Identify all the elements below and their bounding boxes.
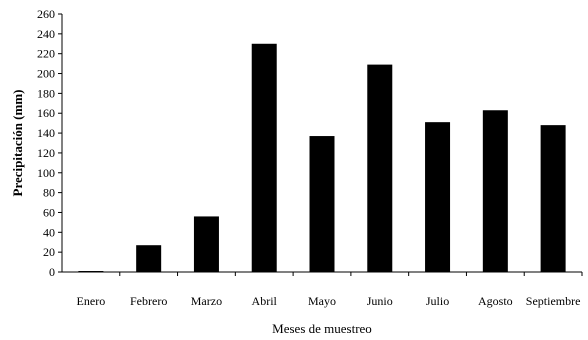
y-tick-label: 80 — [43, 186, 55, 200]
bar-junio — [367, 64, 393, 272]
x-tick-label: Septiembre — [526, 294, 581, 308]
y-tick-label: 240 — [37, 27, 55, 41]
bar-abril — [251, 43, 277, 273]
y-tick-label: 120 — [37, 146, 55, 160]
bars-group — [78, 43, 566, 273]
bar-febrero — [136, 245, 162, 272]
bar-septiembre — [540, 125, 566, 272]
y-tick-label: 20 — [43, 245, 55, 259]
y-tick-label: 160 — [37, 106, 55, 120]
y-tick-label: 180 — [37, 86, 55, 100]
x-tick-label: Abril — [252, 294, 278, 308]
x-tick-label: Agosto — [478, 294, 513, 308]
bar-julio — [425, 122, 451, 273]
bar-agosto — [482, 110, 508, 272]
x-tick-label: Febrero — [130, 294, 167, 308]
x-tick-label: Julio — [426, 294, 449, 308]
x-tick-label: Enero — [77, 294, 106, 308]
y-axis-title: Precipitación (mm) — [10, 90, 25, 197]
x-ticks-group: Enero Febrero Marzo Abril Mayo Junio Julio Agos… — [77, 272, 583, 308]
y-tick-label: 60 — [43, 205, 55, 219]
y-tick-label: 40 — [43, 225, 55, 239]
x-axis-title: Meses de muestreo — [272, 321, 372, 336]
y-tick-label: 220 — [37, 47, 55, 61]
x-tick-label: Junio — [367, 294, 393, 308]
x-tick-label: Mayo — [308, 294, 336, 308]
y-ticks-group: 0 20 40 60 80 100 120 140 160 180 200 220 240 260 — [37, 7, 62, 279]
y-tick-label: 140 — [37, 126, 55, 140]
y-tick-label: 100 — [37, 166, 55, 180]
bar-marzo — [193, 216, 219, 272]
y-tick-label: 260 — [37, 7, 55, 21]
y-tick-label: 0 — [49, 265, 55, 279]
y-tick-label: 200 — [37, 67, 55, 81]
x-tick-label: Marzo — [191, 294, 222, 308]
bar-mayo — [309, 136, 335, 272]
